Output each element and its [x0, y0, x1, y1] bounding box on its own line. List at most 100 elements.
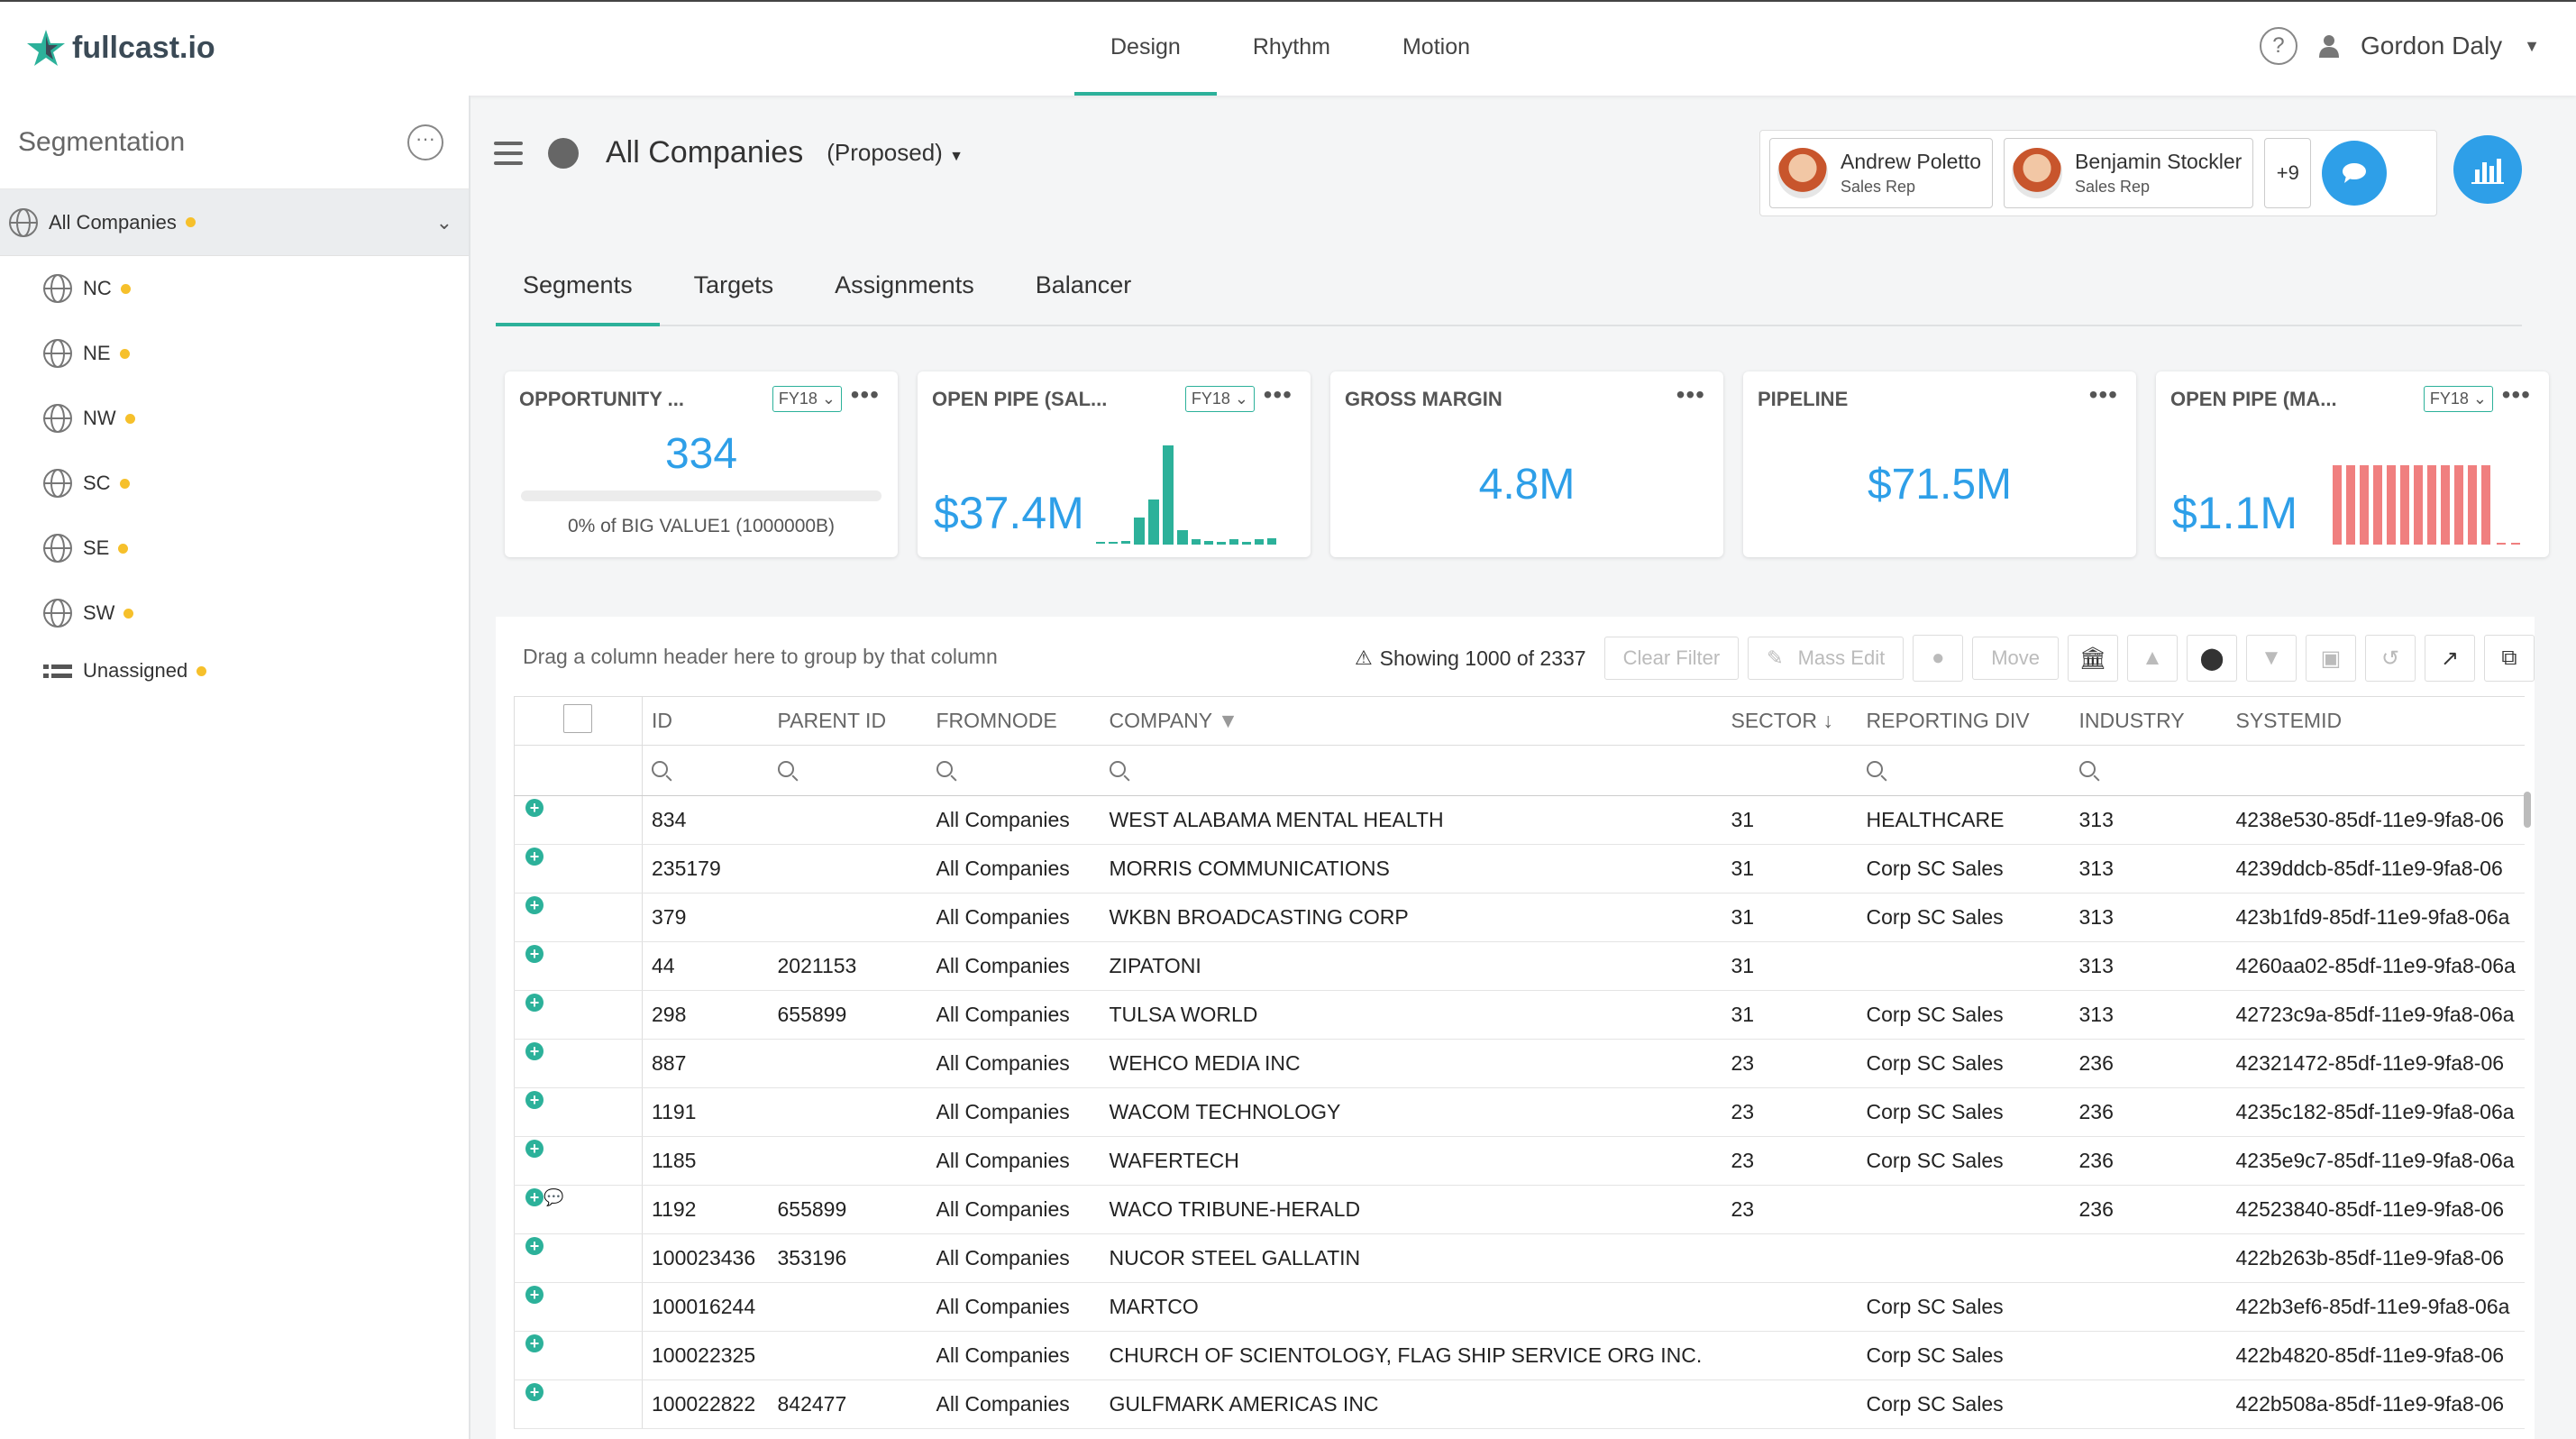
circle-icon[interactable]: ⬤ — [2187, 635, 2237, 682]
clear-filter-button[interactable]: Clear Filter — [1603, 637, 1740, 680]
add-icon[interactable]: + — [525, 1140, 544, 1158]
fy-selector[interactable]: FY18 ⌄ — [2423, 386, 2493, 412]
sidebar-item-sw[interactable]: SW — [0, 581, 469, 646]
kpi-card-gross-margin[interactable]: GROSS MARGIN ••• 4.8M — [1330, 371, 1723, 557]
save-icon[interactable]: ▣ — [2306, 635, 2356, 682]
sidebar-item-all-companies[interactable]: All Companies ⌄ — [0, 189, 469, 256]
comment-icon[interactable]: 💬 — [544, 1188, 564, 1206]
filter-industry[interactable] — [2069, 745, 2227, 796]
table-row[interactable]: +887 All Companies WEHCO MEDIA INC 23 Corp S… — [514, 1039, 2525, 1088]
column-header-parent-id[interactable]: PARENT ID — [768, 696, 927, 746]
table-row[interactable]: +834 All Companies WEST ALABAMA MENTAL HEA… — [514, 795, 2525, 845]
kpi-card-open-pipe-sales[interactable]: OPEN PIPE (SAL... FY18 ⌄ ••• $37.4M — [918, 371, 1311, 557]
add-icon[interactable]: + — [525, 1237, 544, 1255]
column-header-industry[interactable]: INDUSTRY — [2069, 696, 2227, 746]
fy-selector[interactable]: FY18 ⌄ — [1184, 386, 1255, 412]
menu-icon[interactable] — [494, 141, 523, 165]
more-options-icon[interactable]: ··· — [407, 124, 443, 160]
filter-reporting-div[interactable] — [1857, 745, 2070, 796]
table-row[interactable]: +100022822 842477 All Companies GULFMARK AM… — [514, 1379, 2525, 1429]
nav-design[interactable]: Design — [1074, 2, 1217, 96]
add-icon[interactable]: + — [525, 1188, 544, 1206]
sidebar-item-se[interactable]: SE — [0, 516, 469, 581]
team-member-card[interactable]: Andrew Poletto Sales Rep — [1769, 138, 1993, 208]
user-name[interactable]: Gordon Daly — [2360, 32, 2503, 60]
tab-balancer[interactable]: Balancer — [1035, 271, 1132, 298]
more-icon[interactable]: ••• — [1263, 380, 1293, 408]
tab-assignments[interactable]: Assignments — [835, 271, 974, 298]
sidebar-item-nc[interactable]: NC — [0, 256, 469, 321]
help-icon[interactable]: ? — [2259, 27, 2297, 65]
select-all-checkbox[interactable] — [563, 703, 592, 733]
add-icon[interactable]: + — [525, 848, 544, 866]
copy-icon[interactable]: ⧉ — [2484, 635, 2535, 682]
filter-id[interactable] — [642, 745, 769, 796]
add-icon[interactable]: + — [525, 1383, 544, 1401]
column-header-fromnode[interactable]: FROMNODE — [927, 696, 1101, 746]
column-header-company[interactable]: COMPANY ▼ — [1100, 696, 1722, 746]
table-row[interactable]: +379 All Companies WKBN BROADCASTING CORP 3… — [514, 893, 2525, 942]
table-row[interactable]: +235179 All Companies MORRIS COMMUNICATION… — [514, 844, 2525, 894]
sidebar-item-nw[interactable]: NW — [0, 386, 469, 451]
add-icon[interactable]: + — [525, 1334, 544, 1352]
scrollbar[interactable] — [2524, 792, 2531, 828]
table-row[interactable]: +100022325 All Companies CHURCH OF SCIENTO… — [514, 1331, 2525, 1380]
tab-segments[interactable]: Segments — [496, 252, 660, 326]
table-row[interactable]: +100016244 All Companies MARTCO Corp SC Sal… — [514, 1282, 2525, 1332]
add-icon[interactable]: + — [525, 945, 544, 963]
avatar — [2011, 148, 2062, 198]
more-icon[interactable]: ••• — [2501, 380, 2531, 408]
column-header-reporting-div[interactable]: REPORTING DIV — [1857, 696, 2070, 746]
chevron-down-icon[interactable]: ▼ — [2524, 36, 2540, 55]
top-bar: fullcast.io Design Rhythm Motion ? Gordo… — [0, 0, 2576, 96]
move-button[interactable]: Move — [1972, 637, 2059, 680]
kpi-card-pipeline[interactable]: PIPELINE ••• $71.5M — [1743, 371, 2136, 557]
filter-icon[interactable]: ▼ — [2246, 635, 2297, 682]
more-icon[interactable]: ••• — [850, 380, 880, 408]
chat-button[interactable] — [2322, 141, 2388, 206]
sidebar-item-unassigned[interactable]: Unassigned — [0, 646, 469, 696]
kpi-card-opportunity[interactable]: OPPORTUNITY ... FY18 ⌄ ••• 334 0% of BIG… — [505, 371, 898, 557]
avatar — [1777, 148, 1828, 198]
column-header-id[interactable]: ID — [642, 696, 769, 746]
nav-rhythm[interactable]: Rhythm — [1252, 34, 1330, 60]
team-member-card[interactable]: Benjamin Stockler Sales Rep — [2003, 138, 2254, 208]
more-members-button[interactable]: +9 — [2264, 138, 2312, 208]
table-row[interactable]: + 💬 1192 655899 All Companies WACO TRIBUNE-H… — [514, 1185, 2525, 1234]
fy-selector[interactable]: FY18 ⌄ — [772, 386, 842, 412]
filter-fromnode[interactable] — [927, 745, 1101, 796]
table-row[interactable]: +1185 All Companies WAFERTECH 23 Corp SC Sal… — [514, 1136, 2525, 1186]
sidebar-item-ne[interactable]: NE — [0, 321, 469, 386]
comment-icon[interactable]: ● — [1913, 635, 1964, 682]
add-icon[interactable]: + — [525, 1091, 544, 1109]
more-icon[interactable]: ••• — [1676, 380, 1705, 408]
add-icon[interactable]: + — [525, 1042, 544, 1060]
table-row[interactable]: +100023436 353196 All Companies NUCOR STEEL… — [514, 1233, 2525, 1283]
hierarchy-icon[interactable]: ▲ — [2127, 635, 2178, 682]
more-icon[interactable]: ••• — [2088, 380, 2118, 408]
mass-edit-button[interactable]: ✎ Mass Edit — [1748, 637, 1905, 680]
nav-motion[interactable]: Motion — [1402, 34, 1471, 60]
chevron-down-icon[interactable]: ⌄ — [435, 210, 452, 234]
analytics-button[interactable] — [2453, 135, 2522, 204]
add-icon[interactable]: + — [525, 799, 544, 817]
table-row[interactable]: +1191 All Companies WACOM TECHNOLOGY 23 Corp… — [514, 1087, 2525, 1137]
bank-icon[interactable]: 🏛 — [2068, 635, 2118, 682]
sidebar-item-sc[interactable]: SC — [0, 451, 469, 516]
state-dropdown[interactable]: (Proposed) ▼ — [827, 139, 964, 167]
filter-company[interactable] — [1100, 745, 1722, 796]
filter-parent-id[interactable] — [768, 745, 927, 796]
export-icon[interactable]: ↗ — [2425, 635, 2475, 682]
brand-logo[interactable]: fullcast.io — [25, 27, 215, 69]
group-by-hint[interactable]: Drag a column header here to group by th… — [523, 644, 998, 668]
table-row[interactable]: +44 2021153 All Companies ZIPATONI 31 313 4260… — [514, 941, 2525, 991]
add-icon[interactable]: + — [525, 1286, 544, 1304]
kpi-card-open-pipe-ma[interactable]: OPEN PIPE (MA... FY18 ⌄ ••• $1.1M — [2156, 371, 2549, 557]
undo-icon[interactable]: ↺ — [2365, 635, 2416, 682]
table-row[interactable]: +298 655899 All Companies TULSA WORLD 31 Corp… — [514, 990, 2525, 1040]
column-header-sector[interactable]: SECTOR ↓ — [1722, 696, 1858, 746]
add-icon[interactable]: + — [525, 896, 544, 914]
add-icon[interactable]: + — [525, 994, 544, 1012]
tab-targets[interactable]: Targets — [693, 271, 774, 298]
column-header-systemid[interactable]: SYSTEMID — [2226, 696, 2525, 746]
